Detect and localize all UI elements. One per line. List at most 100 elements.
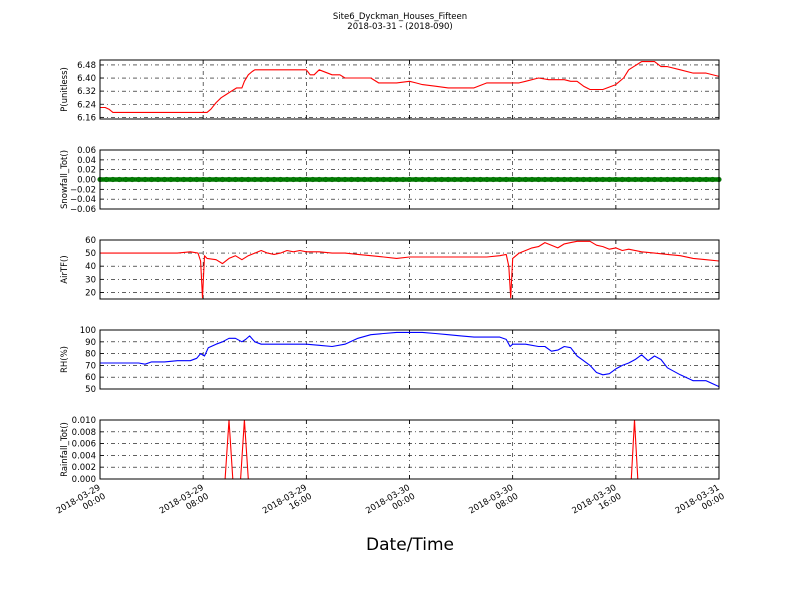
series-point [651, 176, 658, 183]
series-point [490, 176, 496, 183]
series-point [561, 176, 567, 183]
y-tick-label: 0.000 [72, 475, 96, 485]
series-point [219, 176, 226, 183]
series-point [445, 176, 451, 183]
y-tick-label: 0.06 [77, 146, 96, 156]
series-point [348, 176, 355, 183]
series-point [593, 176, 600, 183]
series-point [664, 176, 670, 183]
series-point [690, 176, 696, 183]
x-tick-label: 2018-03-3100:00 [674, 483, 727, 525]
series-point [684, 176, 690, 183]
series-point [142, 176, 148, 183]
y-tick-label: −0.04 [70, 195, 96, 205]
series-point [671, 176, 677, 183]
y-tick-label: 0.002 [72, 463, 96, 473]
series-point [535, 176, 542, 183]
series-point [252, 176, 258, 183]
y-tick-label: 70 [85, 361, 96, 371]
x-tick-label: 2018-03-2908:00 [158, 483, 211, 525]
series-point [471, 176, 477, 183]
series-point [503, 176, 509, 183]
series-point [258, 176, 264, 183]
series-line [100, 331, 720, 388]
x-tick-label: 2018-03-2916:00 [261, 483, 314, 525]
y-tick-label: 0.008 [72, 428, 96, 438]
series-point [336, 176, 342, 183]
y-tick-label: 90 [85, 338, 96, 348]
series-point [381, 176, 387, 183]
series-point [342, 176, 348, 183]
series-point [136, 176, 142, 183]
y-tick-label: 0.004 [72, 451, 96, 461]
series-point [174, 176, 180, 183]
y-tick-label: 0.02 [77, 166, 96, 176]
series-point [632, 176, 638, 183]
subplot-panels: 6.166.246.326.406.48P(unitless)−0.06−0.0… [60, 59, 722, 485]
plot-frame [99, 239, 720, 300]
series-point [406, 176, 413, 183]
series-point [619, 176, 625, 183]
y-tick-label: 50 [85, 385, 96, 395]
series-point [523, 176, 529, 183]
series-point [187, 176, 193, 183]
series-point [103, 176, 109, 183]
x-tick-label: 2018-03-3008:00 [467, 483, 520, 525]
series-point [568, 176, 574, 183]
series-point [677, 176, 683, 183]
series-point [290, 176, 296, 183]
y-tick-label: 40 [85, 262, 96, 272]
series-point [574, 176, 580, 183]
series-point [194, 176, 200, 183]
series-point [284, 176, 290, 183]
y-tick-label: 0.00 [77, 176, 96, 186]
series-markers [97, 176, 722, 183]
y-tick-label: 60 [85, 373, 96, 383]
series-point [207, 176, 213, 183]
series-point [697, 176, 703, 183]
series-point [168, 176, 174, 183]
x-axis: 2018-03-2900:00 2018-03-2908:00 2018-03-29… [55, 483, 727, 525]
series-point [452, 176, 458, 183]
series-point [277, 176, 284, 183]
y-tick-label: −0.02 [70, 185, 96, 195]
y-axis-label: RH(%) [60, 346, 70, 373]
series-point [329, 176, 335, 183]
series-point [458, 176, 464, 183]
series-point [484, 176, 490, 183]
series-point [181, 176, 187, 183]
plot-frame [99, 149, 720, 210]
series-point [394, 176, 400, 183]
series-point [645, 176, 651, 183]
figure-title-line2: 2018-03-31 - (2018-090) [347, 22, 452, 32]
y-tick-label: 100 [80, 326, 96, 336]
series-point [606, 176, 612, 183]
series-line [100, 240, 720, 299]
series-point [529, 176, 535, 183]
series-point [542, 176, 548, 183]
y-tick-label: 0.006 [72, 440, 96, 450]
series-point [226, 176, 232, 183]
y-tick-label: −0.06 [70, 205, 96, 215]
series-point [426, 176, 432, 183]
series-point [387, 176, 393, 183]
y-tick-label: 60 [85, 236, 96, 246]
series-point [658, 176, 664, 183]
y-axis-label: AirTF() [60, 255, 70, 283]
y-tick-label: 6.24 [77, 100, 96, 110]
series-point [155, 176, 161, 183]
x-tick-label: 2018-03-2900:00 [55, 483, 108, 525]
y-tick-label: 50 [85, 249, 96, 259]
series-point [639, 176, 645, 183]
y-axis-label: P(unitless) [60, 67, 70, 112]
series-point [555, 176, 561, 183]
series-point [239, 176, 245, 183]
y-tick-label: 30 [85, 275, 96, 285]
series-point [161, 176, 168, 183]
y-tick-label: 6.32 [77, 87, 96, 97]
y-tick-label: 0.04 [77, 156, 96, 166]
y-axis-label: Rainfall_Tot() [60, 422, 70, 477]
series-point [703, 176, 709, 183]
